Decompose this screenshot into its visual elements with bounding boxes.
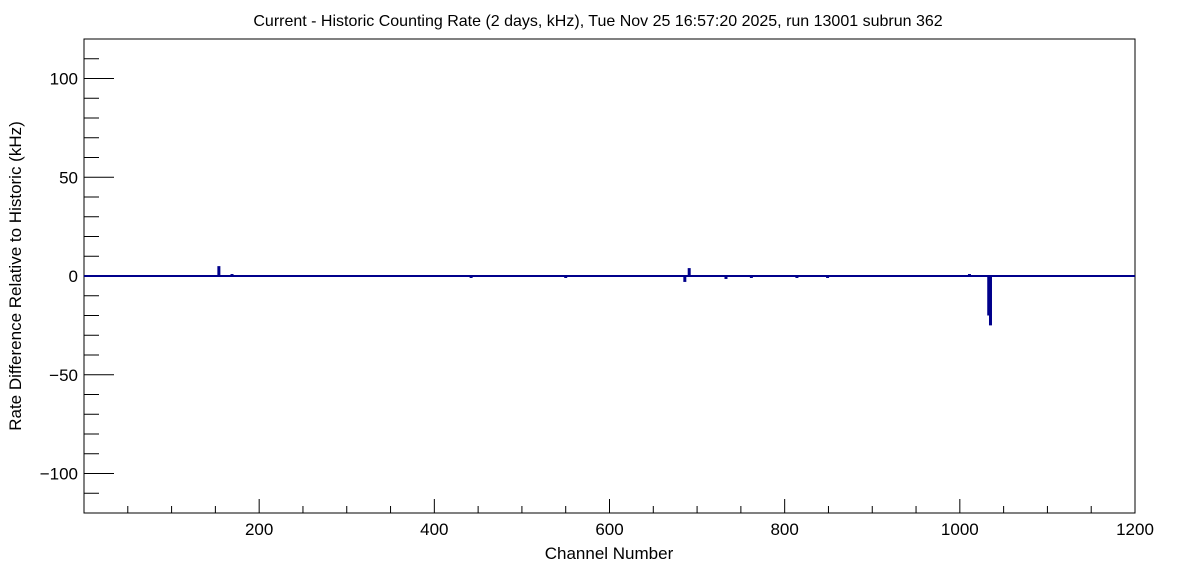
y-tick-label: −50 bbox=[49, 366, 78, 385]
y-tick-label: 100 bbox=[50, 70, 78, 89]
x-tick-label: 400 bbox=[420, 520, 448, 539]
data-bar bbox=[687, 268, 691, 276]
x-tick-label: 800 bbox=[770, 520, 798, 539]
data-bar bbox=[683, 276, 687, 282]
y-axis-title: Rate Difference Relative to Historic (kH… bbox=[6, 121, 25, 431]
major-ticks bbox=[84, 78, 1136, 513]
y-tick-label: −100 bbox=[40, 465, 78, 484]
chart-title: Current - Historic Counting Rate (2 days… bbox=[253, 13, 942, 30]
data-bar bbox=[217, 266, 221, 276]
tick-labels: 200 400 600 800 1000 1200 −100 −50 0 50 100 bbox=[40, 70, 1154, 540]
data-bar bbox=[987, 276, 991, 316]
x-tick-label: 200 bbox=[245, 520, 273, 539]
x-tick-label: 600 bbox=[595, 520, 623, 539]
x-tick-label: 1000 bbox=[941, 520, 979, 539]
y-tick-label: 50 bbox=[59, 168, 78, 187]
data-bar bbox=[988, 276, 992, 326]
data-bar bbox=[724, 276, 728, 279]
x-axis-title: Channel Number bbox=[545, 544, 674, 563]
minor-ticks bbox=[84, 58, 1092, 513]
x-tick-label: 1200 bbox=[1116, 520, 1154, 539]
y-tick-label: 0 bbox=[69, 267, 78, 286]
